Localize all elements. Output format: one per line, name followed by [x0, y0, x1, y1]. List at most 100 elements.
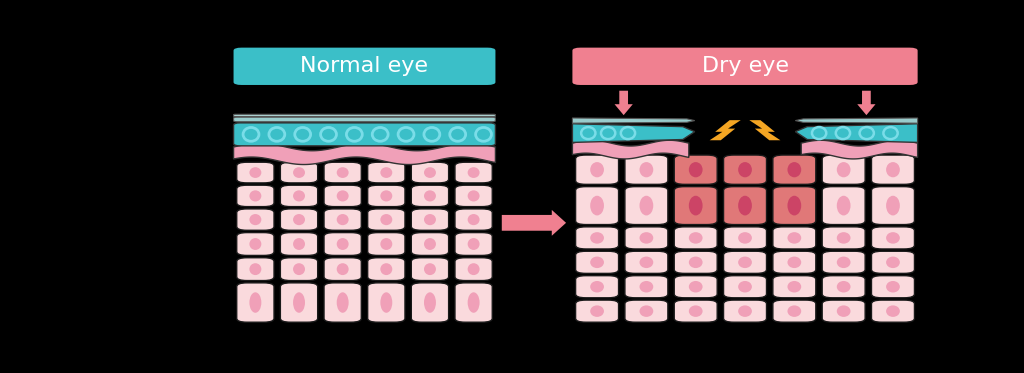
Ellipse shape — [380, 292, 392, 313]
Ellipse shape — [886, 232, 900, 244]
Ellipse shape — [250, 214, 261, 225]
FancyBboxPatch shape — [822, 186, 865, 225]
FancyBboxPatch shape — [237, 233, 274, 256]
FancyBboxPatch shape — [233, 117, 496, 122]
FancyBboxPatch shape — [237, 283, 274, 322]
FancyBboxPatch shape — [773, 251, 816, 273]
FancyBboxPatch shape — [674, 186, 717, 225]
Ellipse shape — [738, 162, 752, 177]
FancyBboxPatch shape — [281, 283, 317, 322]
FancyBboxPatch shape — [233, 123, 496, 146]
FancyBboxPatch shape — [575, 300, 618, 322]
FancyBboxPatch shape — [822, 155, 865, 184]
FancyBboxPatch shape — [237, 162, 274, 183]
Ellipse shape — [293, 214, 305, 225]
Text: Normal eye: Normal eye — [300, 56, 428, 76]
FancyBboxPatch shape — [368, 283, 404, 322]
Ellipse shape — [293, 167, 305, 178]
Ellipse shape — [886, 257, 900, 268]
FancyBboxPatch shape — [412, 162, 449, 183]
FancyBboxPatch shape — [822, 276, 865, 298]
Ellipse shape — [424, 190, 436, 201]
Ellipse shape — [886, 162, 900, 177]
Ellipse shape — [590, 257, 604, 268]
Ellipse shape — [886, 281, 900, 292]
Ellipse shape — [380, 167, 392, 178]
FancyBboxPatch shape — [773, 227, 816, 249]
Ellipse shape — [468, 214, 479, 225]
FancyBboxPatch shape — [237, 258, 274, 280]
Ellipse shape — [337, 238, 348, 250]
Ellipse shape — [337, 292, 348, 313]
FancyBboxPatch shape — [368, 185, 404, 207]
Ellipse shape — [837, 257, 851, 268]
Ellipse shape — [886, 196, 900, 216]
FancyBboxPatch shape — [822, 251, 865, 273]
Ellipse shape — [250, 190, 261, 201]
Ellipse shape — [590, 232, 604, 244]
FancyBboxPatch shape — [724, 251, 767, 273]
FancyBboxPatch shape — [281, 233, 317, 256]
FancyBboxPatch shape — [237, 185, 274, 207]
FancyBboxPatch shape — [724, 186, 767, 225]
FancyBboxPatch shape — [625, 251, 668, 273]
Ellipse shape — [738, 305, 752, 317]
FancyBboxPatch shape — [281, 185, 317, 207]
Ellipse shape — [590, 196, 604, 216]
Ellipse shape — [590, 305, 604, 317]
FancyBboxPatch shape — [412, 258, 449, 280]
Ellipse shape — [738, 232, 752, 244]
Ellipse shape — [337, 167, 348, 178]
Polygon shape — [233, 143, 496, 164]
FancyBboxPatch shape — [674, 227, 717, 249]
FancyBboxPatch shape — [724, 227, 767, 249]
FancyBboxPatch shape — [455, 258, 493, 280]
FancyBboxPatch shape — [871, 186, 914, 225]
FancyBboxPatch shape — [233, 114, 496, 116]
Ellipse shape — [787, 232, 801, 244]
FancyBboxPatch shape — [324, 258, 361, 280]
Polygon shape — [796, 124, 918, 142]
Ellipse shape — [590, 162, 604, 177]
FancyBboxPatch shape — [625, 155, 668, 184]
Ellipse shape — [337, 214, 348, 225]
FancyBboxPatch shape — [455, 283, 493, 322]
FancyBboxPatch shape — [674, 155, 717, 184]
FancyBboxPatch shape — [871, 300, 914, 322]
FancyBboxPatch shape — [871, 276, 914, 298]
FancyBboxPatch shape — [575, 186, 618, 225]
Ellipse shape — [468, 238, 479, 250]
Ellipse shape — [837, 162, 851, 177]
FancyBboxPatch shape — [412, 209, 449, 230]
Ellipse shape — [380, 263, 392, 275]
Ellipse shape — [293, 238, 305, 250]
FancyBboxPatch shape — [625, 186, 668, 225]
Ellipse shape — [689, 232, 702, 244]
Ellipse shape — [787, 305, 801, 317]
FancyArrow shape — [614, 91, 633, 115]
FancyBboxPatch shape — [455, 209, 493, 230]
FancyBboxPatch shape — [773, 300, 816, 322]
Ellipse shape — [250, 292, 261, 313]
FancyBboxPatch shape — [368, 233, 404, 256]
FancyBboxPatch shape — [724, 300, 767, 322]
FancyBboxPatch shape — [368, 162, 404, 183]
Ellipse shape — [837, 196, 851, 216]
FancyBboxPatch shape — [281, 209, 317, 230]
Ellipse shape — [424, 263, 436, 275]
Text: Dry eye: Dry eye — [701, 56, 788, 76]
FancyBboxPatch shape — [822, 300, 865, 322]
Ellipse shape — [293, 292, 305, 313]
FancyBboxPatch shape — [412, 185, 449, 207]
Ellipse shape — [250, 167, 261, 178]
FancyBboxPatch shape — [625, 227, 668, 249]
FancyArrow shape — [502, 210, 566, 236]
Ellipse shape — [738, 257, 752, 268]
Ellipse shape — [424, 167, 436, 178]
Ellipse shape — [640, 281, 653, 292]
FancyBboxPatch shape — [773, 186, 816, 225]
Ellipse shape — [380, 238, 392, 250]
Ellipse shape — [468, 190, 479, 201]
Ellipse shape — [689, 305, 702, 317]
Ellipse shape — [468, 167, 479, 178]
